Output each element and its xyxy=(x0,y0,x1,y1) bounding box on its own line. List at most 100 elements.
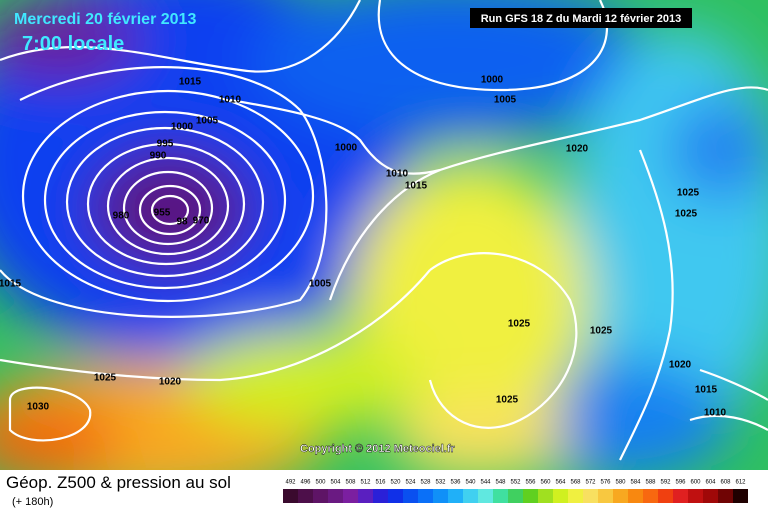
legend-swatch xyxy=(688,489,703,503)
legend-swatch xyxy=(418,489,433,503)
legend-label: 572 xyxy=(585,480,596,486)
footer-title: Géop. Z500 & pression au sol xyxy=(6,473,231,492)
isobar-label: 1005 xyxy=(309,279,332,290)
isobar xyxy=(8,386,92,442)
run-box xyxy=(470,8,692,28)
isobar xyxy=(138,184,202,236)
isobar-label: 1020 xyxy=(566,144,589,155)
isobar-label: 1025 xyxy=(496,395,519,406)
legend-swatch xyxy=(448,489,463,503)
legend-swatch xyxy=(508,489,523,503)
isobar-label: 1030 xyxy=(27,402,50,413)
legend-label: 520 xyxy=(390,480,401,486)
legend-label: 528 xyxy=(420,480,431,486)
run-label: Run GFS 18 Z du Mardi 12 février 2013 xyxy=(481,13,682,25)
legend-swatch xyxy=(523,489,538,503)
copyright: Copyright © 2012 Meteociel.fr xyxy=(300,443,456,455)
legend-label: 512 xyxy=(360,480,371,486)
isobar-label: 995 xyxy=(157,139,174,150)
legend-label: 536 xyxy=(450,480,461,486)
legend-label: 568 xyxy=(570,480,581,486)
legend-label: 492 xyxy=(285,480,296,486)
isobars xyxy=(0,0,768,461)
isobar xyxy=(65,126,265,278)
legend-swatch xyxy=(643,489,658,503)
legend-label: 500 xyxy=(315,480,326,486)
legend-swatch xyxy=(658,489,673,503)
legend-label: 612 xyxy=(735,480,746,486)
legend-swatch xyxy=(733,489,748,503)
legend-label: 592 xyxy=(660,480,671,486)
legend-swatch xyxy=(583,489,598,503)
isobar xyxy=(43,110,287,290)
isobar xyxy=(377,0,608,92)
legend-swatch xyxy=(343,489,358,503)
isobar xyxy=(106,156,230,256)
legend-label: 496 xyxy=(300,480,311,486)
footer-subtitle: (+ 180h) xyxy=(12,496,53,508)
isobar xyxy=(21,89,315,303)
legend-swatch xyxy=(328,489,343,503)
isobar-label: 1025 xyxy=(508,319,531,330)
legend-label: 508 xyxy=(345,480,356,486)
isobar xyxy=(0,0,361,73)
legend-label: 556 xyxy=(525,480,536,486)
legend-swatch xyxy=(493,489,508,503)
color-legend: 492 496 500 504 508 512 516 520 524 528 532 536 540 5… xyxy=(283,480,748,503)
legend-swatch xyxy=(673,489,688,503)
isobar xyxy=(122,170,214,246)
isobar xyxy=(0,269,431,382)
legend-swatch xyxy=(433,489,448,503)
isobar-label: 1005 xyxy=(494,95,517,106)
legend-swatch xyxy=(718,489,733,503)
isobar-label: 1025 xyxy=(675,209,698,220)
legend-label: 596 xyxy=(675,480,686,486)
legend-swatch xyxy=(613,489,628,503)
legend-swatch xyxy=(628,489,643,503)
isobar-label: 1010 xyxy=(704,408,727,419)
legend-label: 552 xyxy=(510,480,521,486)
isobar-label: 1025 xyxy=(94,373,117,384)
isobar-label: 1015 xyxy=(405,181,428,192)
legend-label: 600 xyxy=(690,480,701,486)
isobar-label: 970 xyxy=(193,216,210,227)
isobar-label: 980 xyxy=(113,211,130,222)
legend-swatch xyxy=(598,489,613,503)
isobar-label: 1015 xyxy=(0,279,22,290)
legend-label: 544 xyxy=(480,480,491,486)
legend-label: 504 xyxy=(330,480,341,486)
legend-label: 564 xyxy=(555,480,566,486)
legend-swatch xyxy=(298,489,313,503)
isobar-label: 1005 xyxy=(196,116,219,127)
isobar xyxy=(86,142,246,266)
legend-swatch xyxy=(703,489,718,503)
isobar xyxy=(619,149,674,461)
isobar-label: 1015 xyxy=(179,77,202,88)
legend-label: 516 xyxy=(375,480,386,486)
legend-swatch xyxy=(388,489,403,503)
isobar-label: 955 xyxy=(154,208,171,219)
legend-label: 524 xyxy=(405,480,416,486)
legend-label: 580 xyxy=(615,480,626,486)
isobar xyxy=(0,66,328,318)
isobar-label: 1010 xyxy=(219,95,242,106)
legend-swatch xyxy=(478,489,493,503)
isobar-label: 1000 xyxy=(481,75,504,86)
isobar-label: 1015 xyxy=(695,385,718,396)
legend-label: 576 xyxy=(600,480,611,486)
isobar xyxy=(428,252,578,429)
legend-swatch xyxy=(373,489,388,503)
time: 7:00 locale xyxy=(22,33,124,55)
legend-swatch xyxy=(553,489,568,503)
isobar-label: 1020 xyxy=(669,360,692,371)
isobar-label: 1020 xyxy=(159,377,182,388)
legend-label: 548 xyxy=(495,480,506,486)
geopotential-field xyxy=(0,0,768,500)
legend-label: 604 xyxy=(705,480,716,486)
legend-label: 540 xyxy=(465,480,476,486)
legend-label: 608 xyxy=(720,480,731,486)
legend-label: 588 xyxy=(645,480,656,486)
legend-swatch xyxy=(403,489,418,503)
isobar-label: 1010 xyxy=(386,169,409,180)
